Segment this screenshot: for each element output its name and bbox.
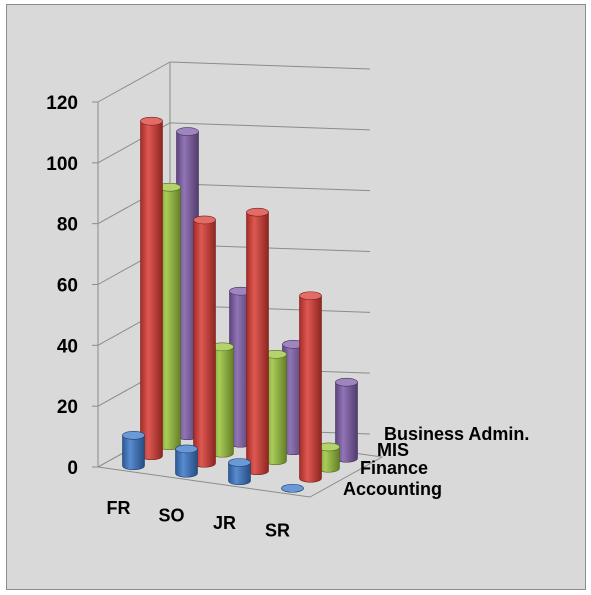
y-tick-label: 120 <box>46 93 78 114</box>
bar-finance-fr <box>140 116 163 461</box>
gridline-back <box>169 122 371 131</box>
bar-accounting-jr <box>228 458 251 486</box>
category-label: JR <box>213 513 236 533</box>
y-tick-label: 40 <box>57 336 78 357</box>
category-label: SR <box>265 520 290 540</box>
gridline-back <box>169 183 371 192</box>
series-label: Accounting <box>343 479 442 499</box>
category-label: SO <box>158 505 184 525</box>
series-label: MIS <box>377 440 409 460</box>
bar-mis-so <box>211 342 234 458</box>
y-tick-label: 80 <box>57 215 78 236</box>
bar-mis-sr <box>317 442 340 473</box>
category-labels: FR SO JR SR <box>107 498 291 541</box>
bar-accounting-fr <box>122 431 145 471</box>
y-tick-label: 0 <box>67 458 78 479</box>
bar-finance-sr <box>299 291 322 483</box>
y-tick-label: 100 <box>46 154 78 175</box>
y-tick-label: 60 <box>57 276 78 297</box>
y-axis-ticks: 0 20 40 60 80 100 120 <box>46 93 98 479</box>
bar-business-admin--sr <box>335 377 358 463</box>
bar-accounting-sr <box>281 483 304 493</box>
bars <box>122 116 358 493</box>
category-label: FR <box>107 498 131 518</box>
bar-finance-so <box>193 215 216 468</box>
bar-accounting-so <box>175 444 198 478</box>
series-label: Business Admin. <box>384 424 529 444</box>
bar-finance-jr <box>246 207 269 476</box>
y-tick-label: 20 <box>57 397 78 418</box>
gridline-back <box>169 61 371 70</box>
gridline-side <box>97 61 171 103</box>
series-label: Finance <box>360 458 428 478</box>
